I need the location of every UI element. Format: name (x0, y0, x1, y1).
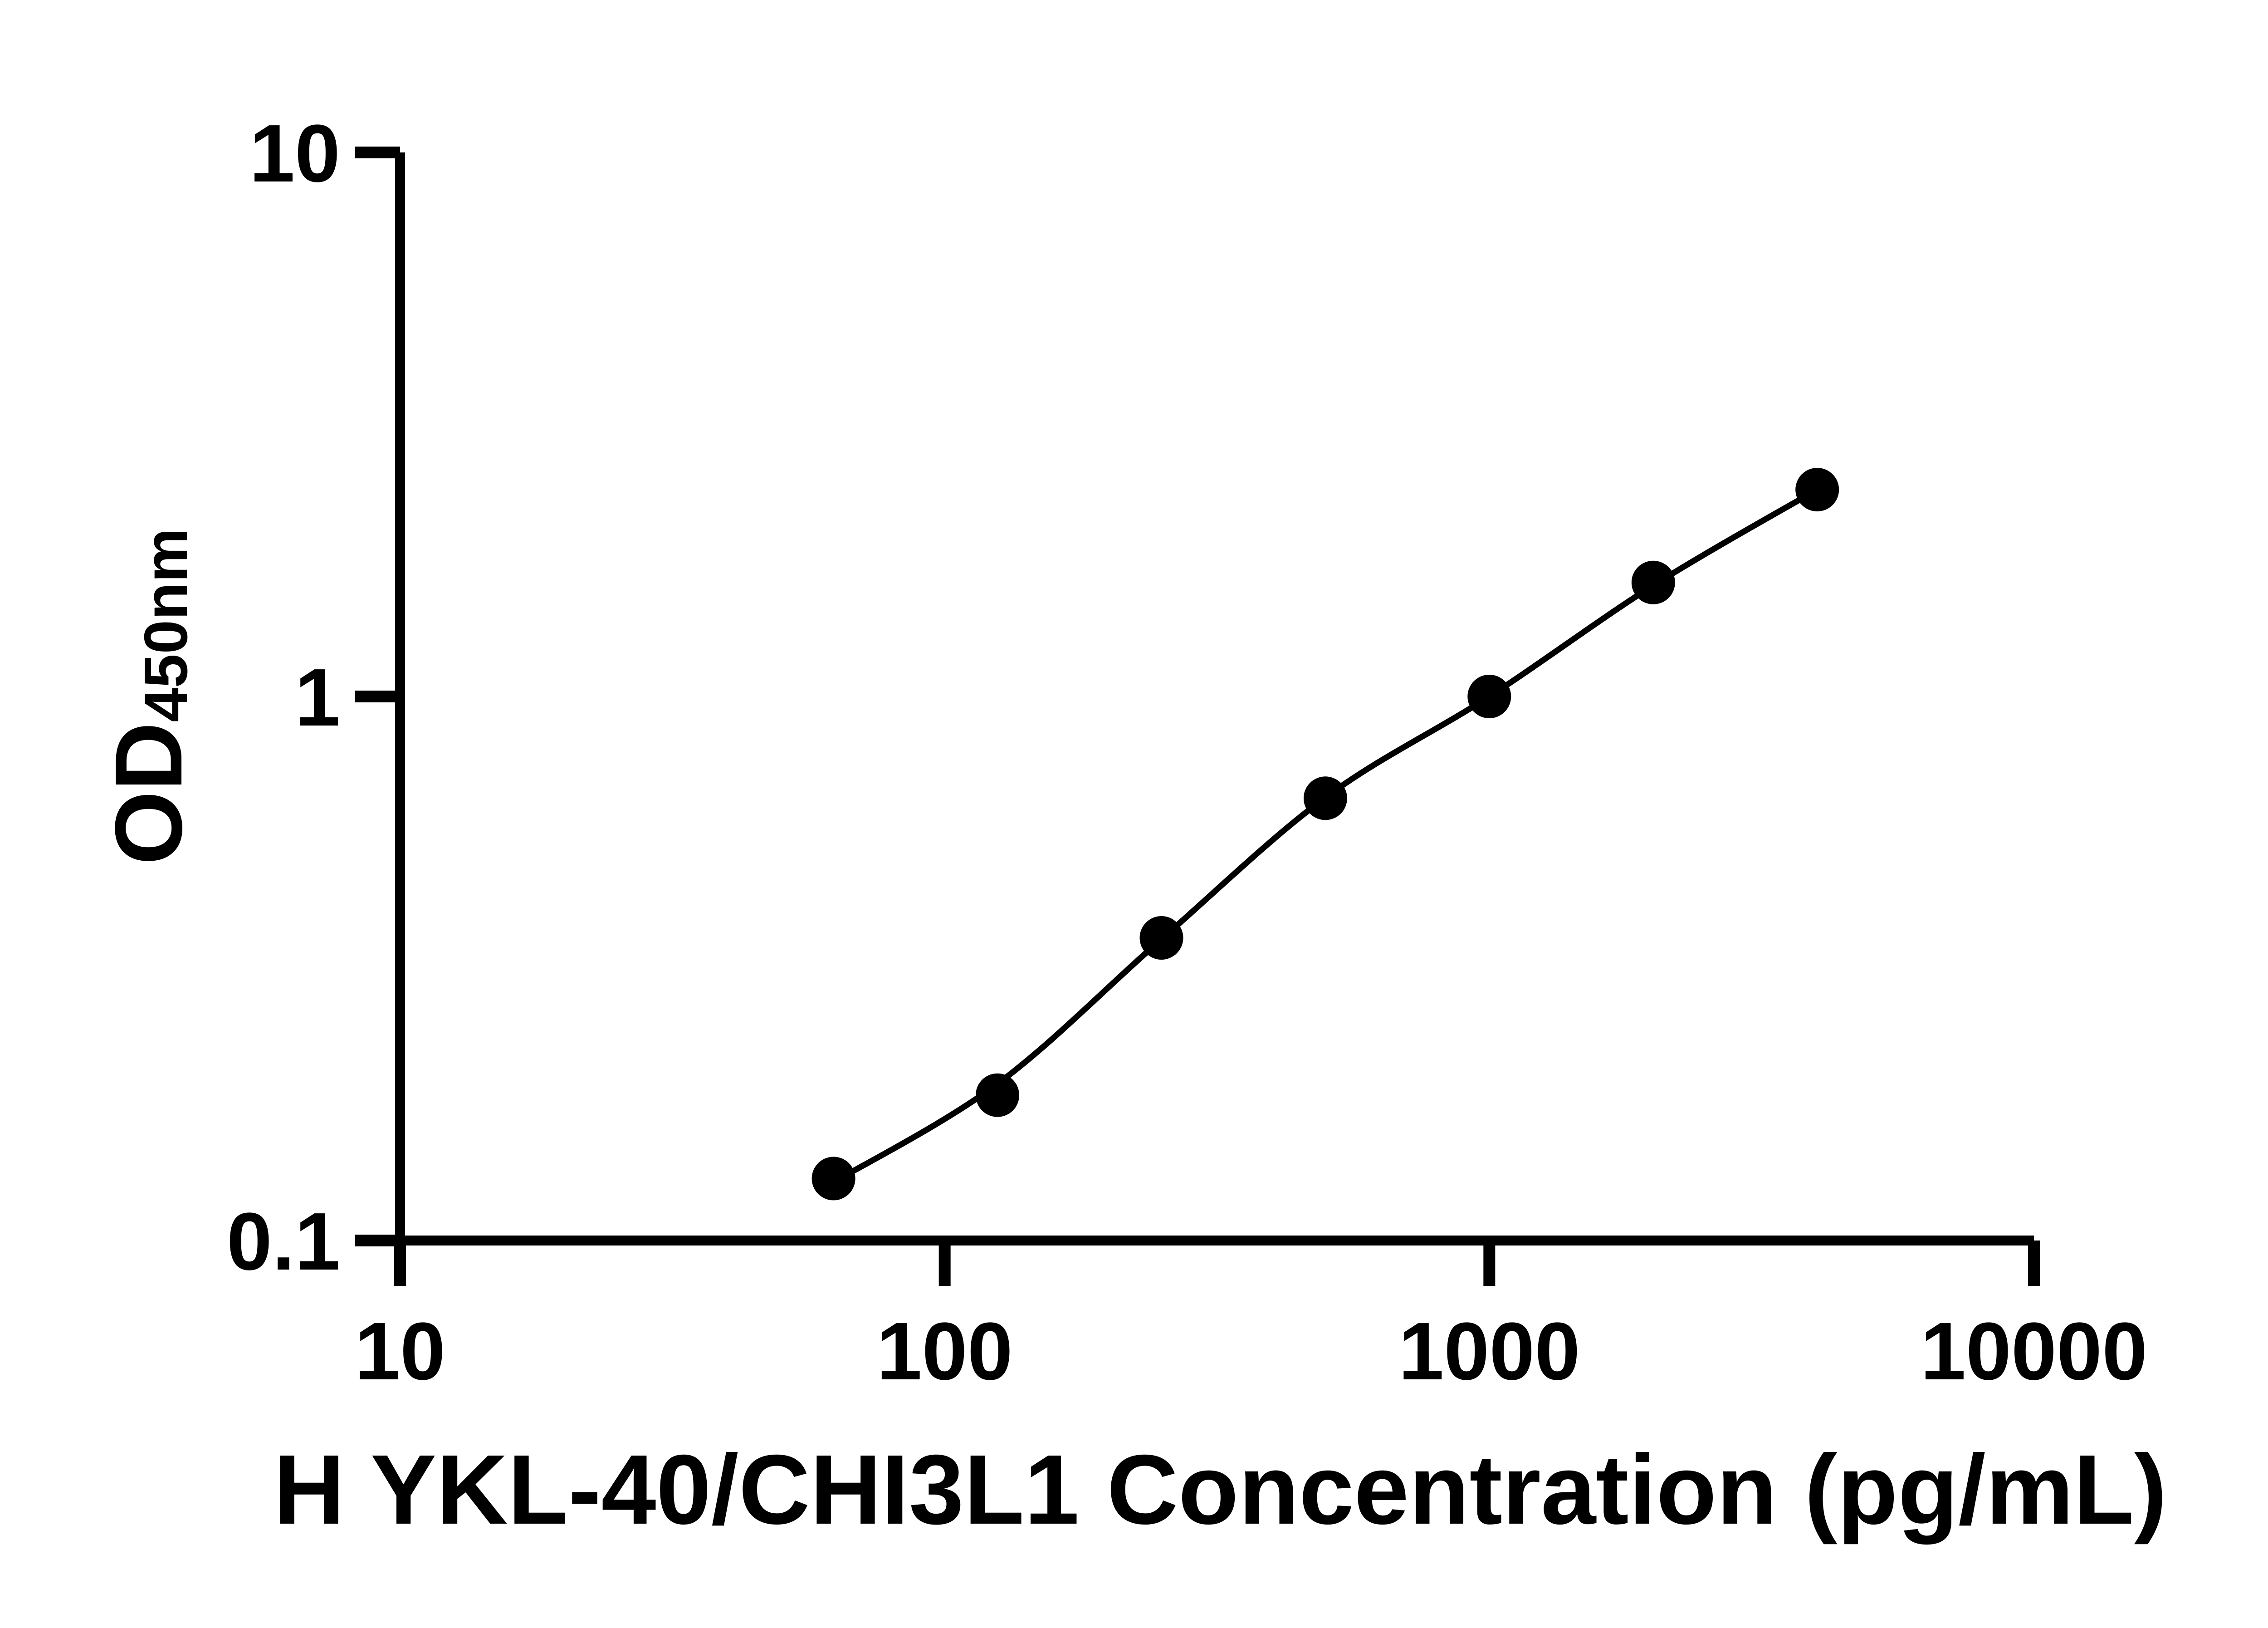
y-axis-ticks (355, 147, 400, 1246)
data-points (811, 468, 1839, 1201)
y-axis-title-main: OD (95, 722, 202, 865)
data-point (1467, 675, 1511, 718)
y-axis-title-sub: 450nm (132, 528, 200, 722)
data-point (811, 1157, 855, 1201)
x-axis-ticks (394, 1241, 2040, 1286)
data-point (1631, 560, 1675, 604)
x-tick-label: 10000 (1921, 1306, 2148, 1397)
y-tick-label: 0.1 (227, 1196, 340, 1287)
x-tick-label: 10 (355, 1306, 445, 1397)
data-point (976, 1073, 1019, 1117)
data-point (1139, 916, 1183, 960)
y-tick-label: 1 (295, 652, 340, 743)
data-point (1795, 468, 1839, 512)
axes (355, 152, 2034, 1286)
data-point (1303, 776, 1347, 820)
x-tick-label: 1000 (1398, 1306, 1580, 1397)
x-tick-label: 100 (877, 1306, 1013, 1397)
y-axis-tick-labels: 10 1 0.1 (227, 108, 340, 1287)
y-axis-title: OD450nm (95, 528, 202, 865)
y-tick-label: 10 (249, 108, 340, 199)
x-axis-tick-labels: 10 100 1000 10000 (355, 1306, 2147, 1397)
x-axis-title: H YKL-40/CHI3L1 Concentration (pg/mL) (274, 1435, 2167, 1545)
